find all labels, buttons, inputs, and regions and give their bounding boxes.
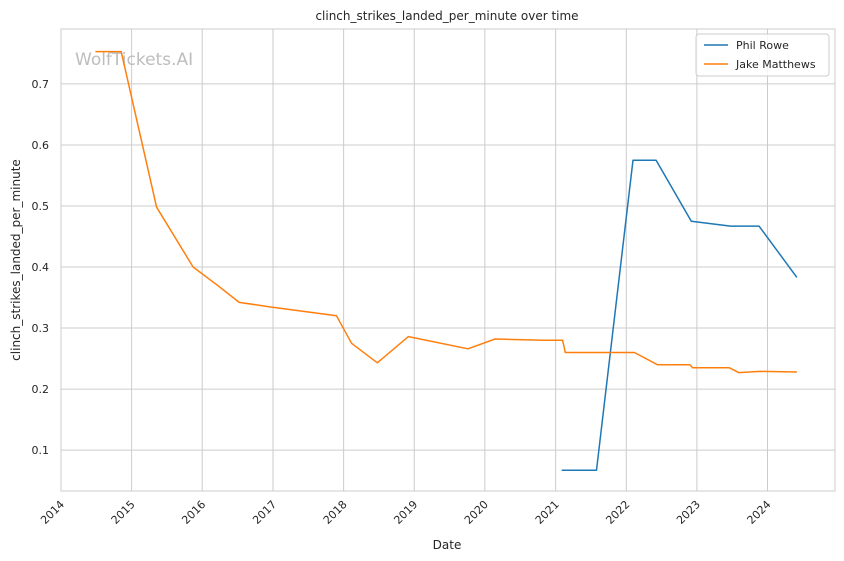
y-tick-label: 0.7 [32, 78, 50, 91]
plot-frame [60, 28, 836, 492]
x-tick-label: 2024 [745, 498, 774, 527]
series-line [561, 159, 798, 471]
series-line [95, 50, 797, 374]
x-tick-label: 2021 [533, 498, 562, 527]
legend: Phil Rowe Jake Matthews [695, 33, 830, 77]
legend-label: Jake Matthews [735, 58, 816, 71]
x-tick-label: 2014 [38, 498, 67, 527]
x-axis-title: Date [433, 538, 462, 552]
y-tick-label: 0.5 [32, 200, 50, 213]
x-tick-label: 2023 [674, 498, 703, 527]
x-tick-label: 2022 [603, 498, 632, 527]
x-tick-label: 2015 [109, 498, 138, 527]
y-tick-label: 0.2 [32, 383, 50, 396]
y-axis-ticks: 0.1 0.2 0.3 0.4 0.5 0.6 0.7 [32, 78, 50, 457]
y-tick-label: 0.4 [32, 261, 50, 274]
y-tick-label: 0.3 [32, 322, 50, 335]
x-tick-label: 2016 [179, 498, 208, 527]
y-tick-label: 0.6 [32, 139, 50, 152]
y-axis-title: clinch_strikes_landed_per_minute [9, 159, 23, 361]
x-tick-label: 2019 [391, 498, 420, 527]
x-tick-label: 2020 [462, 498, 491, 527]
legend-box [695, 33, 830, 77]
grid [60, 29, 835, 491]
x-tick-label: 2017 [250, 498, 279, 527]
x-tick-label: 2018 [321, 498, 350, 527]
y-tick-label: 0.1 [32, 444, 50, 457]
series-group [95, 50, 798, 471]
legend-label: Phil Rowe [736, 39, 789, 52]
watermark: WolfTickets.AI [75, 50, 193, 70]
chart-title: clinch_strikes_landed_per_minute over ti… [315, 9, 578, 23]
x-axis-ticks: 2014 2015 2016 2017 2018 2019 2020 2021 2022 2023… [38, 498, 773, 527]
